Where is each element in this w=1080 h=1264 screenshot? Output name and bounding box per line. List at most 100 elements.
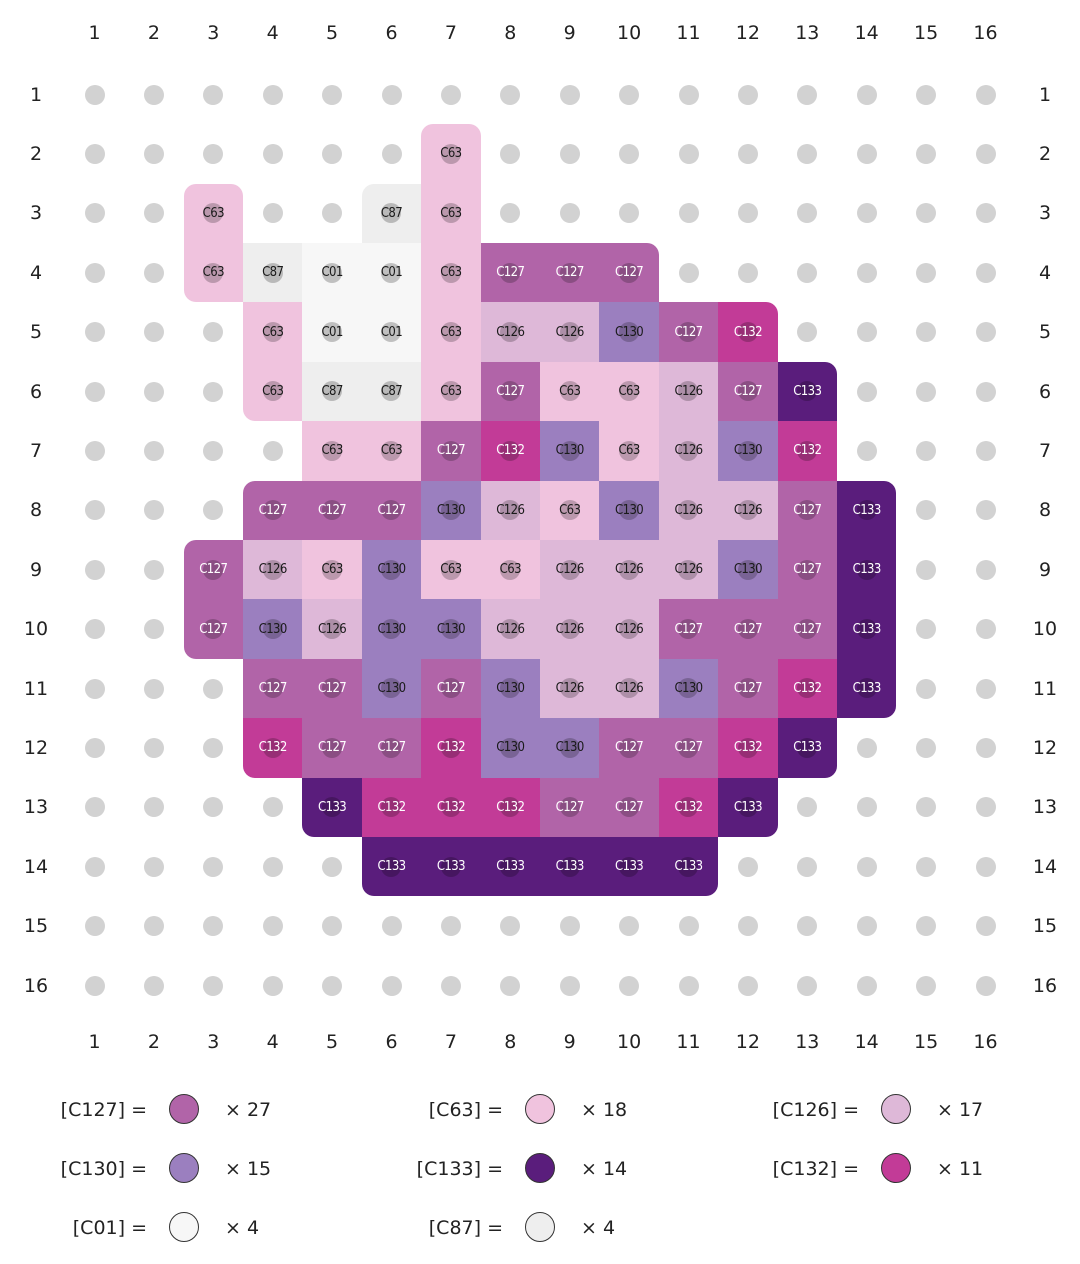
legend-code-label: [C63] = [428,1099,503,1121]
bead-hole [262,678,283,699]
column-label-bottom: 16 [973,1031,998,1053]
column-label-bottom: 11 [676,1031,701,1053]
row-label-right: 3 [1038,202,1052,225]
row-label-left: 13 [23,796,49,819]
bead-cell-c133: C133 [658,837,719,897]
bead-cell-c63: C63 [421,302,481,362]
bead-cell-c130: C130 [361,540,422,600]
legend-code-label: [C126] = [772,1099,859,1121]
bead-hole [500,559,521,580]
row-label-left: 4 [29,261,43,284]
bead-cell-c133: C133 [302,777,362,837]
empty-peg [262,84,283,105]
bead-hole [381,856,402,877]
column-label-bottom: 7 [444,1031,457,1053]
empty-peg [797,856,818,877]
empty-peg [916,322,937,343]
bead-code-label: C133 [733,799,763,815]
bead-hole [737,678,758,699]
bead-code-label: C63 [618,443,640,459]
bead-cell-c126: C126 [599,658,659,719]
empty-peg [84,975,105,996]
bead-cell-c126: C126 [480,480,540,540]
bead-hole [559,797,580,818]
column-label-top: 1 [88,22,101,44]
bead-hole [678,500,699,521]
bead-code-label: C126 [496,324,525,340]
empty-peg [678,916,699,937]
bead-hole [262,559,283,580]
bead-hole [737,440,758,461]
empty-peg [84,797,105,818]
bead-hole [737,619,758,640]
empty-peg [916,678,937,699]
bead-code-label: C130 [733,562,763,578]
bead-cell-c133: C133 [421,837,481,897]
bead-cell-c132: C132 [480,421,540,481]
empty-peg [856,440,877,461]
bead-hole [440,440,461,461]
bead-hole [381,500,402,521]
bead-cell-c130: C130 [540,421,600,481]
column-label-top: 2 [147,22,160,44]
legend-color-swatch [169,1094,199,1124]
empty-peg [262,203,283,224]
empty-peg [975,678,996,699]
row-label-left: 15 [23,915,49,938]
legend-count-label: × 14 [581,1158,628,1180]
empty-peg [203,381,224,402]
bead-code-label: C130 [674,680,703,696]
bead-hole [559,381,580,402]
bead-code-label: C126 [615,562,644,578]
bead-code-label: C01 [380,324,403,340]
legend-count-label: × 4 [225,1217,260,1239]
bead-hole [619,381,640,402]
empty-peg [737,143,758,164]
column-label-bottom: 9 [563,1031,576,1053]
empty-peg [619,203,640,224]
empty-peg [84,619,105,640]
empty-peg [916,916,937,937]
bead-hole [500,619,521,640]
column-label-top: 8 [504,22,517,44]
bead-code-label: C63 [440,383,462,399]
bead-hole [322,619,343,640]
bead-hole [440,856,461,877]
bead-code-label: C132 [377,799,406,815]
row-label-left: 10 [23,618,49,641]
empty-peg [975,143,996,164]
bead-hole [856,619,877,640]
bead-code-label: C127 [199,621,228,637]
bead-hole [381,797,402,818]
bead-hole [381,678,402,699]
bead-code-label: C127 [318,502,347,518]
empty-peg [322,84,343,105]
empty-peg [262,797,283,818]
bead-hole [440,500,461,521]
bead-hole [678,797,699,818]
bead-cell-c63: C63 [421,124,481,184]
bead-code-label: C130 [496,680,525,696]
row-label-right: 8 [1038,499,1052,522]
bead-cell-c126: C126 [540,658,600,719]
bead-cell-c132: C132 [480,777,540,837]
bead-cell-c63: C63 [243,302,303,362]
bead-cell-c130: C130 [480,718,540,778]
bead-cell-c132: C132 [658,777,719,837]
bead-cell-c132: C132 [361,777,422,837]
row-label-left: 7 [29,439,43,462]
column-label-top: 7 [444,22,457,44]
empty-peg [856,143,877,164]
bead-cell-c01: C01 [361,302,422,362]
empty-peg [856,797,877,818]
empty-peg [203,143,224,164]
bead-hole [203,559,224,580]
empty-peg [203,975,224,996]
bead-code-label: C127 [258,680,288,696]
bead-code-label: C63 [440,205,462,221]
legend-color-swatch [169,1153,199,1183]
row-label-right: 15 [1032,915,1058,938]
bead-code-label: C127 [377,502,406,518]
bead-cell-c130: C130 [361,658,422,719]
bead-hole [737,381,758,402]
